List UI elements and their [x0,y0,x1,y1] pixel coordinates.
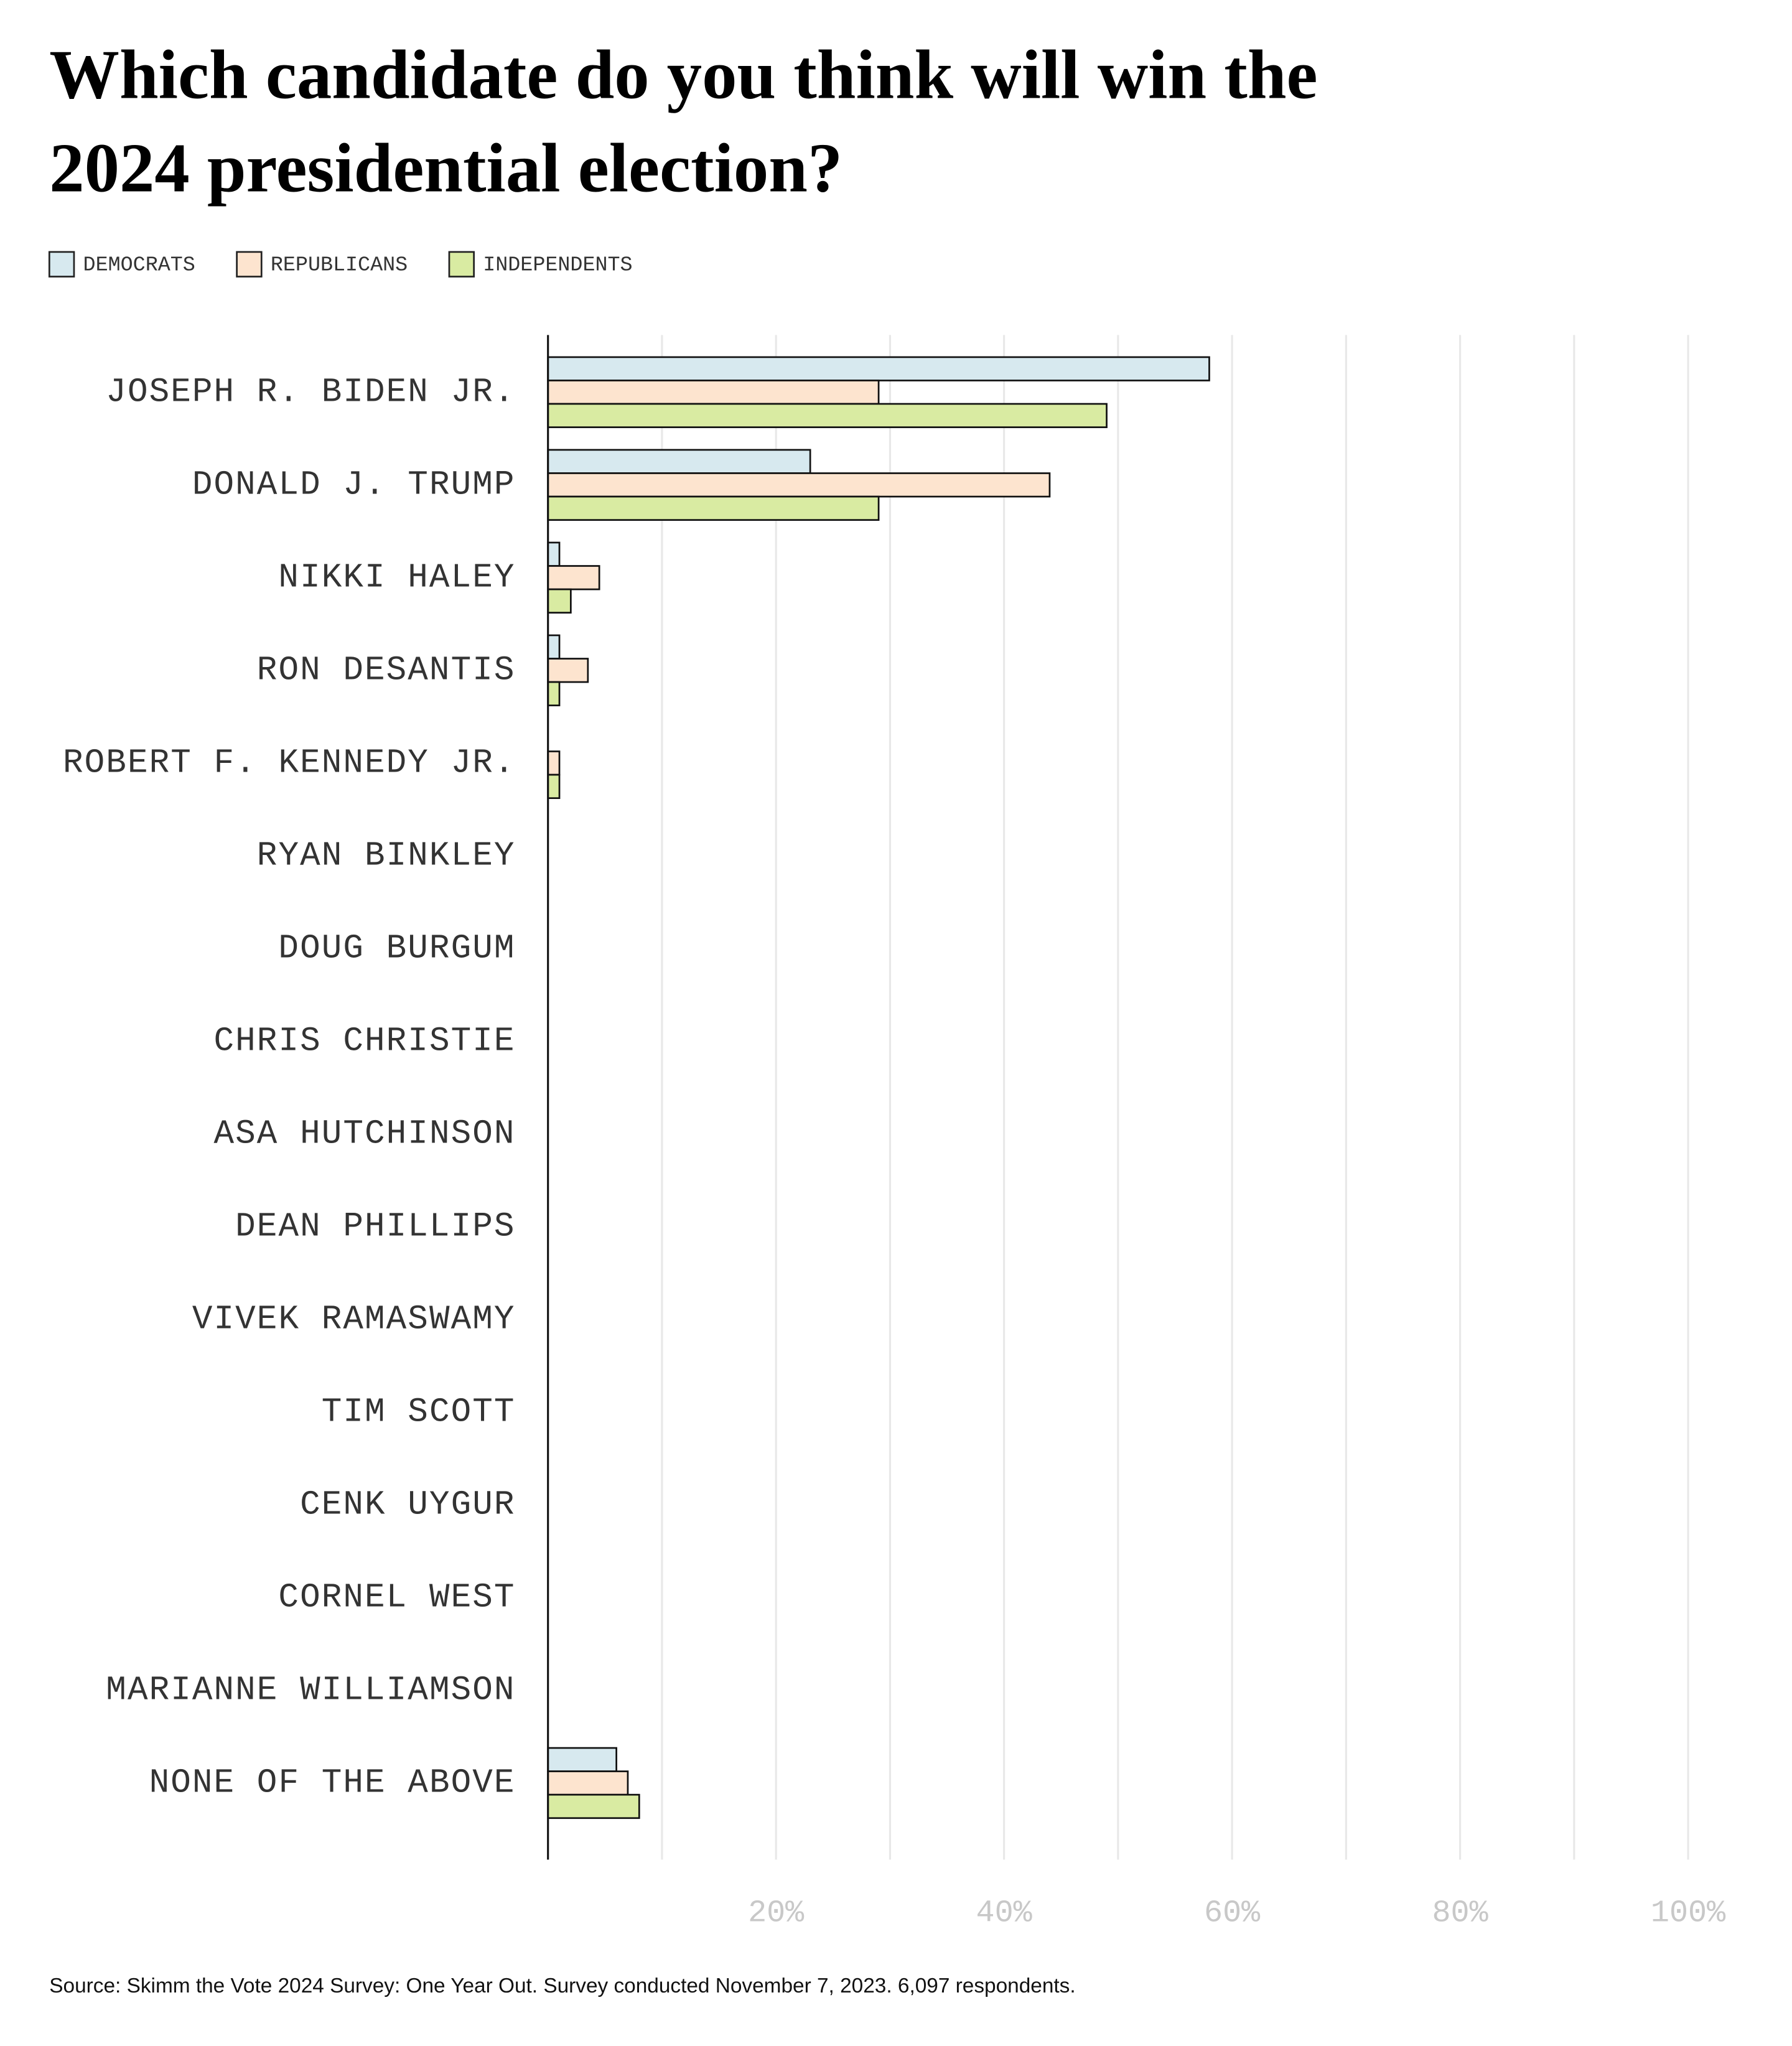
bar [547,403,1108,428]
x-tick-label: 80% [1432,1895,1488,1931]
bar [547,356,1210,381]
bar [547,773,561,799]
category-label: DOUG BURGUM [278,930,515,968]
category-label: VIVEK RAMASWAMY [192,1301,516,1339]
category-label: CENK UYGUR [300,1487,515,1525]
x-tick-label: 20% [748,1895,805,1931]
category-label: ASA HUTCHINSON [214,1116,516,1154]
category-label: RYAN BINKLEY [257,838,516,876]
bar [547,1770,629,1796]
category-label: ROBERT F. KENNEDY JR. [63,745,516,783]
bar [547,380,880,405]
bar [547,565,600,591]
category-label: NONE OF THE ABOVE [149,1765,516,1803]
legend-label: INDEPENDENTS [483,254,632,278]
legend-swatch [48,251,75,278]
bar [547,750,561,776]
chart-title: 2024 presidential election? [49,130,842,207]
category-label: JOSEPH R. BIDEN JR. [106,374,515,412]
x-tick-label: 60% [1204,1895,1261,1931]
bar [547,541,561,567]
bar [547,681,561,706]
category-label: NIKKI HALEY [278,559,515,597]
bar [547,1747,617,1772]
category-label: CORNEL WEST [278,1579,515,1617]
bar [547,472,1051,498]
category-label: CHRIS CHRISTIE [214,1023,516,1061]
bar [547,658,589,683]
legend-swatch [236,251,263,278]
category-label: DONALD J. TRUMP [192,467,516,505]
bar [547,449,811,474]
legend-swatch [448,251,475,278]
legend-label: REPUBLICANS [271,254,408,278]
category-label: RON DESANTIS [257,652,516,690]
bar [547,1793,640,1819]
category-label: MARIANNE WILLIAMSON [106,1672,515,1710]
legend-label: DEMOCRATS [83,254,195,278]
bar [547,634,561,660]
chart-title: Which candidate do you think will win th… [49,36,1317,113]
category-label: TIM SCOTT [322,1394,516,1432]
source-note: Source: Skimm the Vote 2024 Survey: One … [49,1974,1075,1997]
x-tick-label: 40% [976,1895,1033,1931]
bar [547,588,572,614]
x-tick-label: 100% [1651,1895,1726,1931]
bar [547,495,880,521]
category-label: DEAN PHILLIPS [235,1208,515,1246]
